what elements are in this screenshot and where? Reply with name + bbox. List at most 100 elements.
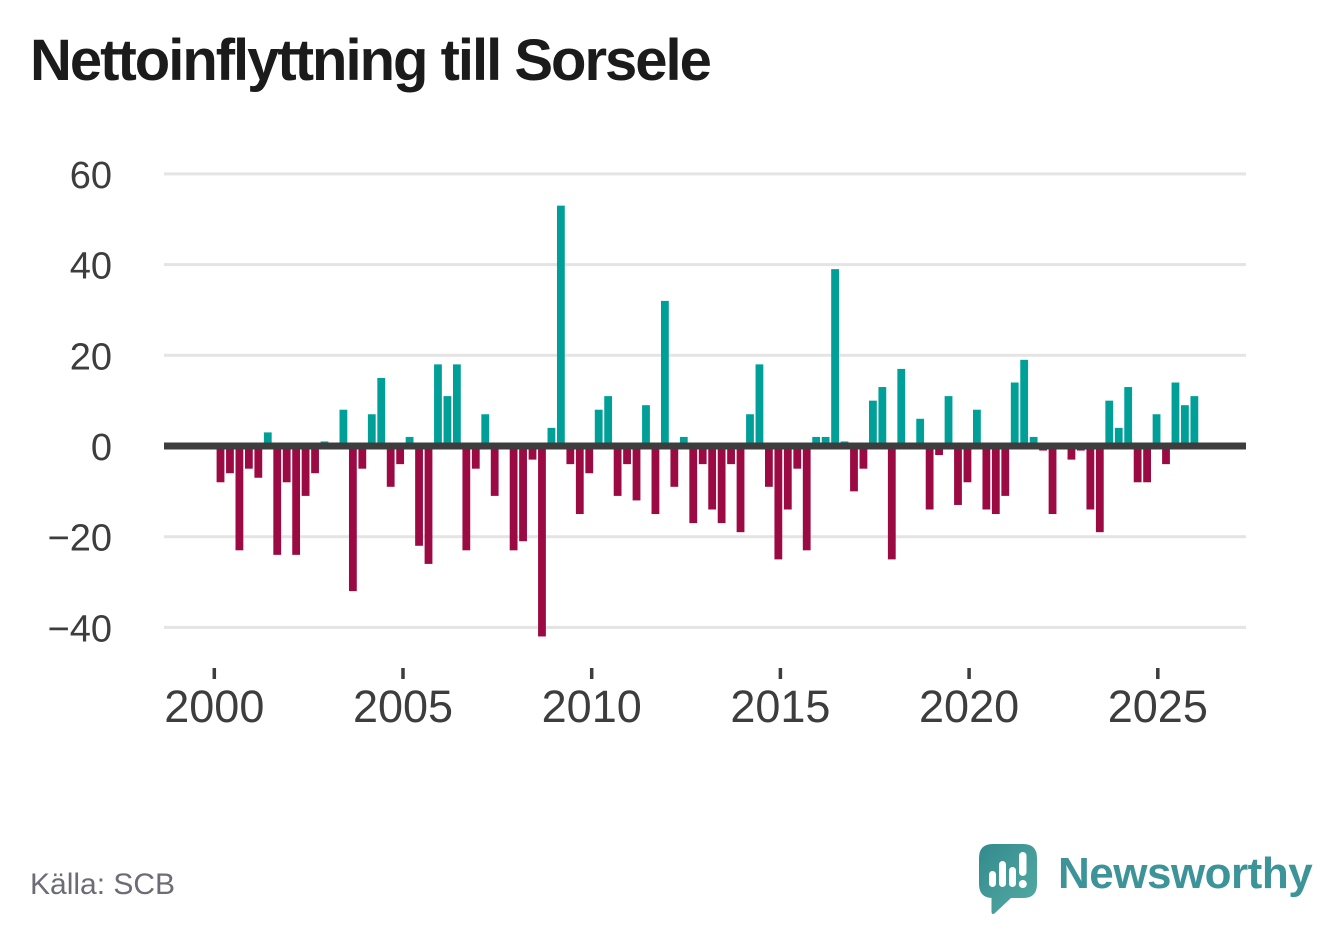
x-axis-label-2010: 2010 bbox=[542, 681, 642, 732]
bar-2007Q2 bbox=[490, 446, 499, 496]
bar-2020Q1 bbox=[973, 409, 981, 446]
bar-2019Q4 bbox=[963, 446, 972, 483]
bar-2006Q2 bbox=[452, 364, 461, 446]
x-axis-tick-2015 bbox=[778, 668, 783, 679]
bar-2012Q4 bbox=[698, 446, 707, 465]
bar-2000Q3 bbox=[235, 446, 244, 551]
bar-2023Q2 bbox=[1095, 446, 1104, 533]
bar-2023Q3 bbox=[1105, 400, 1114, 446]
bar-2023Q1 bbox=[1086, 446, 1095, 510]
bar-2010Q1 bbox=[594, 409, 603, 446]
bar-2017Q2 bbox=[869, 400, 877, 446]
bar-2001Q2 bbox=[263, 432, 272, 446]
bar-2010Q4 bbox=[623, 446, 631, 465]
y-axis-label-0: 0 bbox=[91, 427, 112, 469]
newsworthy-speech-bubble-icon bbox=[979, 844, 1037, 915]
bar-2005Q2 bbox=[415, 446, 423, 546]
bar-2021Q1 bbox=[1010, 382, 1019, 446]
bar-2024Q1 bbox=[1124, 387, 1133, 446]
bar-2025Q1 bbox=[1162, 446, 1170, 465]
bar-2006Q1 bbox=[443, 396, 452, 447]
bar-2022Q3 bbox=[1067, 446, 1076, 460]
gridline-y-60 bbox=[164, 172, 1246, 176]
bar-2003Q3 bbox=[348, 446, 357, 592]
bar-2004Q2 bbox=[377, 377, 386, 447]
bar-2018Q4 bbox=[925, 446, 934, 510]
bar-2013Q1 bbox=[708, 446, 717, 510]
bar-2015Q3 bbox=[802, 446, 811, 551]
bar-2009Q4 bbox=[585, 446, 594, 474]
newsworthy-logo: Newsworthy bbox=[978, 843, 1313, 915]
bar-2014Q3 bbox=[764, 446, 773, 487]
bar-2010Q2 bbox=[604, 396, 613, 447]
bar-2004Q4 bbox=[396, 446, 405, 465]
bar-2009Q1 bbox=[556, 205, 565, 446]
bar-2009Q3 bbox=[575, 446, 584, 515]
x-axis-label-2020: 2020 bbox=[919, 681, 1019, 732]
bar-2006Q4 bbox=[471, 446, 480, 469]
bar-2007Q1 bbox=[481, 414, 490, 446]
exclamation-dot-glyph bbox=[1018, 880, 1027, 888]
bar-2016Q4 bbox=[850, 446, 858, 492]
bar-2000Q2 bbox=[226, 446, 234, 474]
bar-2005Q1 bbox=[405, 436, 414, 446]
bubble-shape bbox=[979, 844, 1037, 915]
bar-2014Q4 bbox=[774, 446, 783, 560]
gridline-y--20 bbox=[164, 535, 1246, 539]
x-axis-tick-2005 bbox=[401, 668, 405, 679]
bar-2003Q2 bbox=[339, 409, 348, 446]
bar-2020Q2 bbox=[982, 446, 991, 510]
bar-2002Q1 bbox=[292, 446, 301, 555]
source-note: Källa: SCB bbox=[30, 868, 176, 901]
bar-2019Q3 bbox=[954, 446, 962, 505]
x-axis-label-2005: 2005 bbox=[353, 681, 453, 732]
bar-2005Q3 bbox=[424, 446, 433, 564]
bar-2019Q1 bbox=[935, 446, 943, 456]
x-axis-tick-2000 bbox=[212, 668, 217, 679]
bar-2012Q3 bbox=[689, 446, 698, 524]
bar-2017Q1 bbox=[859, 446, 868, 469]
bar-2014Q2 bbox=[755, 364, 764, 446]
x-axis-label-2025: 2025 bbox=[1108, 681, 1208, 732]
y-axis-label--40: −40 bbox=[48, 608, 112, 650]
bar-2024Q4 bbox=[1152, 414, 1161, 446]
bar-2002Q3 bbox=[311, 446, 319, 474]
bar-2018Q3 bbox=[916, 418, 925, 446]
bar-2008Q3 bbox=[538, 446, 546, 637]
bar-2011Q2 bbox=[642, 405, 650, 446]
bar-2004Q1 bbox=[367, 414, 376, 446]
x-axis-tick-2020 bbox=[967, 668, 971, 679]
gridline-y-40 bbox=[164, 263, 1246, 267]
bar-2021Q3 bbox=[1029, 436, 1038, 446]
bar-2020Q3 bbox=[991, 446, 1000, 515]
chart-bar-glyph-3 bbox=[1009, 867, 1016, 887]
bar-2001Q1 bbox=[254, 446, 263, 478]
bar-2019Q2 bbox=[944, 396, 953, 447]
bar-2004Q3 bbox=[386, 446, 395, 487]
bar-2009Q2 bbox=[566, 446, 575, 465]
bar-2001Q3 bbox=[273, 446, 282, 555]
bar-2001Q4 bbox=[282, 446, 291, 483]
bar-2016Q2 bbox=[831, 269, 839, 446]
bar-2015Q4 bbox=[812, 436, 821, 446]
bar-2005Q4 bbox=[434, 364, 442, 446]
chart-bar-glyph-1 bbox=[989, 871, 996, 887]
bar-2010Q3 bbox=[613, 446, 622, 496]
bar-2020Q4 bbox=[1001, 446, 1010, 496]
x-axis-label-2015: 2015 bbox=[730, 681, 830, 732]
bar-2011Q1 bbox=[632, 446, 641, 501]
bar-2012Q2 bbox=[679, 436, 688, 446]
bar-2013Q3 bbox=[727, 446, 735, 465]
y-axis-label-20: 20 bbox=[70, 336, 112, 378]
bar-2024Q3 bbox=[1143, 446, 1151, 483]
page-title: Nettoinflyttning till Sorsele bbox=[30, 28, 712, 93]
y-axis-label--20: −20 bbox=[48, 518, 112, 560]
bar-2025Q3 bbox=[1181, 405, 1189, 446]
y-axis-label-60: 60 bbox=[70, 155, 112, 197]
bar-2008Q4 bbox=[547, 427, 556, 446]
bar-2016Q1 bbox=[821, 436, 830, 446]
bar-2003Q4 bbox=[358, 446, 367, 469]
bar-2007Q4 bbox=[509, 446, 518, 551]
